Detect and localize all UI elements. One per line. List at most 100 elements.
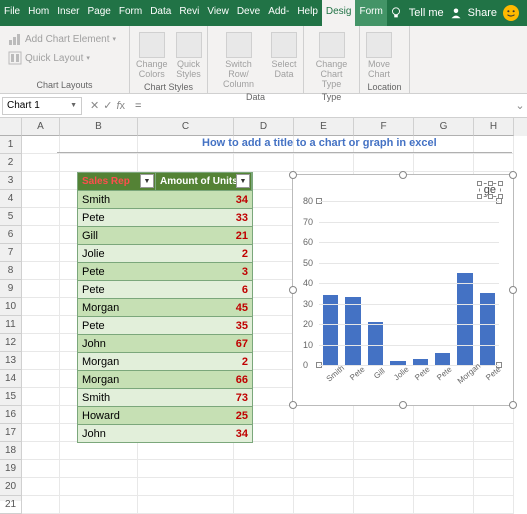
cell[interactable] <box>294 496 354 514</box>
cell[interactable] <box>294 460 354 478</box>
cell-name[interactable]: Gill <box>78 226 156 244</box>
cell[interactable] <box>138 154 234 172</box>
row-header[interactable]: 12 <box>0 334 22 352</box>
chart-resize-handle[interactable] <box>399 401 407 409</box>
cell[interactable] <box>414 478 474 496</box>
cell[interactable] <box>234 442 294 460</box>
row-header[interactable]: 13 <box>0 352 22 370</box>
cell[interactable] <box>354 424 414 442</box>
row-header[interactable]: 15 <box>0 388 22 406</box>
quick-styles-button[interactable]: Quick Styles <box>174 30 204 81</box>
cell[interactable] <box>234 460 294 478</box>
chart-bar[interactable] <box>457 273 472 365</box>
cell-value[interactable]: 35 <box>156 316 252 334</box>
cell[interactable] <box>294 154 354 172</box>
cell[interactable] <box>22 262 60 280</box>
cell[interactable] <box>22 370 60 388</box>
filter-button[interactable]: ▼ <box>236 174 250 188</box>
col-header[interactable]: B <box>60 118 138 136</box>
chart-resize-handle[interactable] <box>289 171 297 179</box>
col-header[interactable]: C <box>138 118 234 136</box>
cell[interactable] <box>138 496 234 514</box>
col-header[interactable]: E <box>294 118 354 136</box>
cell[interactable] <box>234 154 294 172</box>
cell-name[interactable]: John <box>78 334 156 352</box>
cell[interactable] <box>354 154 414 172</box>
row-header[interactable]: 14 <box>0 370 22 388</box>
col-header[interactable]: A <box>22 118 60 136</box>
quick-layout-button[interactable]: Quick Layout ▾ <box>6 49 123 67</box>
cell[interactable] <box>354 460 414 478</box>
cell-name[interactable]: John <box>78 424 156 442</box>
row-header[interactable]: 9 <box>0 280 22 298</box>
select-data-button[interactable]: Select Data <box>269 30 299 81</box>
cell[interactable] <box>474 496 514 514</box>
cell-value[interactable]: 34 <box>156 190 252 208</box>
row-header[interactable]: 10 <box>0 298 22 316</box>
cell[interactable] <box>22 190 60 208</box>
cell[interactable] <box>414 406 474 424</box>
cell[interactable] <box>474 478 514 496</box>
formula-input[interactable]: = <box>131 100 513 112</box>
move-chart-button[interactable]: Move Chart <box>364 30 394 81</box>
menu-tab-revi[interactable]: Revi <box>175 0 203 26</box>
cell[interactable] <box>294 406 354 424</box>
cell-name[interactable]: Pete <box>78 262 156 280</box>
cell[interactable] <box>354 406 414 424</box>
cell-value[interactable]: 45 <box>156 298 252 316</box>
cell-value[interactable]: 66 <box>156 370 252 388</box>
cell[interactable] <box>60 460 138 478</box>
chart-title-editbox[interactable]: ge <box>479 183 501 197</box>
menu-tab-desig[interactable]: Desig <box>322 0 356 26</box>
cell[interactable] <box>22 298 60 316</box>
row-header[interactable]: 6 <box>0 226 22 244</box>
fx-icon[interactable]: fx <box>116 100 125 112</box>
row-header[interactable]: 20 <box>0 478 22 496</box>
accept-formula-icon[interactable]: ✓ <box>103 99 112 112</box>
cell[interactable] <box>294 478 354 496</box>
cell[interactable] <box>474 460 514 478</box>
cell[interactable] <box>294 424 354 442</box>
cell[interactable] <box>60 442 138 460</box>
row-header[interactable]: 4 <box>0 190 22 208</box>
cell[interactable] <box>22 334 60 352</box>
menu-tab-inser[interactable]: Inser <box>53 0 83 26</box>
cell[interactable] <box>22 154 60 172</box>
row-header[interactable]: 2 <box>0 154 22 172</box>
chart-resize-handle[interactable] <box>289 286 297 294</box>
col-header[interactable]: G <box>414 118 474 136</box>
cell-name[interactable]: Smith <box>78 190 156 208</box>
cell[interactable] <box>22 226 60 244</box>
row-header[interactable]: 3 <box>0 172 22 190</box>
cell-value[interactable]: 2 <box>156 352 252 370</box>
menu-tab-view[interactable]: View <box>203 0 233 26</box>
cell[interactable] <box>22 460 60 478</box>
cell[interactable] <box>414 460 474 478</box>
cell[interactable] <box>414 424 474 442</box>
menu-tab-hom[interactable]: Hom <box>24 0 53 26</box>
cell[interactable] <box>234 478 294 496</box>
row-header[interactable]: 16 <box>0 406 22 424</box>
chart-resize-handle[interactable] <box>399 171 407 179</box>
cell[interactable] <box>414 496 474 514</box>
menu-tab-help[interactable]: Help <box>293 0 322 26</box>
cell-name[interactable]: Pete <box>78 208 156 226</box>
row-header[interactable]: 18 <box>0 442 22 460</box>
row-header[interactable]: 8 <box>0 262 22 280</box>
row-header[interactable]: 17 <box>0 424 22 442</box>
cell[interactable] <box>22 424 60 442</box>
select-all-corner[interactable] <box>0 118 22 136</box>
cell-value[interactable]: 67 <box>156 334 252 352</box>
feedback-smiley-icon[interactable] <box>503 5 519 21</box>
cell[interactable] <box>414 154 474 172</box>
cell-value[interactable]: 34 <box>156 424 252 442</box>
cell[interactable] <box>138 460 234 478</box>
cell[interactable] <box>414 442 474 460</box>
menu-tab-data[interactable]: Data <box>146 0 175 26</box>
cell-value[interactable]: 6 <box>156 280 252 298</box>
cell-name[interactable]: Smith <box>78 388 156 406</box>
cell-name[interactable]: Jolie <box>78 244 156 262</box>
cell-value[interactable]: 73 <box>156 388 252 406</box>
cell[interactable] <box>474 424 514 442</box>
menu-tab-add-[interactable]: Add- <box>264 0 293 26</box>
